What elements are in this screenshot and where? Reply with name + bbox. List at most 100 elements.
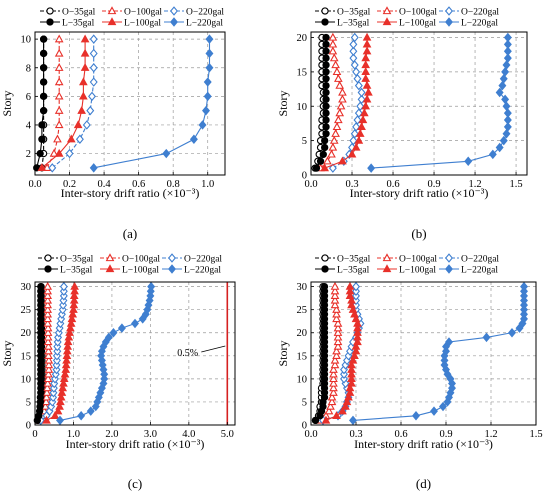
data-point — [69, 291, 79, 300]
data-point — [329, 364, 338, 373]
data-point — [353, 332, 362, 341]
data-point — [508, 328, 516, 338]
data-point — [321, 415, 331, 424]
data-point — [361, 101, 371, 110]
data-point — [488, 149, 497, 160]
legend-label: L−220gal — [184, 266, 221, 276]
annotation-label: 0.5% — [177, 348, 198, 359]
data-point — [502, 101, 511, 111]
data-point — [205, 63, 214, 73]
data-point — [352, 122, 361, 132]
data-point — [357, 87, 366, 98]
data-point — [344, 392, 353, 401]
data-point — [327, 392, 337, 401]
data-point — [503, 122, 512, 132]
data-point — [202, 105, 210, 116]
data-point — [332, 314, 341, 323]
data-point — [495, 87, 504, 98]
data-point — [329, 374, 338, 383]
data-point — [89, 63, 98, 73]
panel-label: (c) — [128, 476, 142, 491]
data-point — [328, 39, 338, 48]
data-point — [353, 328, 362, 336]
data-point — [328, 163, 337, 173]
data-point — [330, 360, 340, 369]
data-point — [347, 378, 356, 387]
data-point — [43, 286, 53, 295]
data-point — [336, 101, 346, 110]
data-point — [53, 134, 62, 143]
data-point — [503, 53, 512, 63]
legend-label: L−100gal — [399, 19, 436, 29]
data-point — [333, 318, 343, 327]
data-point — [70, 281, 79, 290]
data-point — [322, 116, 330, 124]
y-tick-label: 30 — [21, 282, 32, 293]
data-point — [322, 102, 330, 110]
data-point — [347, 369, 356, 378]
panel-label: (a) — [123, 226, 137, 241]
data-point — [345, 388, 355, 396]
series-line — [41, 39, 45, 168]
data-point — [37, 163, 47, 172]
data-point — [117, 323, 126, 333]
data-point — [322, 130, 330, 138]
data-point — [328, 46, 338, 55]
data-point — [37, 282, 45, 291]
data-point — [503, 39, 512, 50]
data-point — [44, 346, 53, 355]
data-point — [89, 163, 98, 173]
legend-label: O−35gal — [337, 8, 371, 18]
data-point — [351, 314, 361, 323]
x-tick-label: 3.0 — [144, 429, 157, 440]
data-point — [69, 295, 79, 304]
data-point — [68, 309, 78, 318]
x-tick-label: 1.0 — [67, 429, 80, 440]
data-point — [70, 286, 79, 295]
legend-marker — [445, 6, 453, 16]
data-point — [42, 392, 51, 401]
data-point — [332, 304, 341, 313]
legend-label: O−220gal — [461, 255, 499, 265]
x-axis-label: Inter-story drift ratio (×10⁻³) — [61, 186, 200, 200]
legend-marker — [170, 17, 178, 27]
data-point — [328, 32, 338, 41]
data-point — [330, 281, 340, 290]
data-point — [43, 295, 53, 304]
x-tick-label: 0.6 — [394, 429, 407, 440]
data-point — [338, 406, 347, 415]
legend-label: L−35gal — [62, 19, 95, 29]
data-point — [205, 34, 214, 44]
data-point — [322, 75, 330, 83]
data-point — [43, 332, 53, 341]
data-point — [43, 378, 53, 387]
data-point — [327, 397, 337, 406]
data-point — [41, 401, 50, 410]
data-point — [330, 286, 340, 295]
y-tick-label: 2 — [26, 149, 31, 160]
x-tick-label: 0.6 — [386, 179, 399, 190]
data-point — [334, 74, 343, 82]
data-point — [79, 77, 88, 86]
panel-label: (d) — [416, 476, 431, 491]
legend-label: L−220gal — [186, 19, 223, 29]
data-point — [350, 129, 359, 139]
legend-marker — [382, 253, 392, 262]
data-point — [65, 328, 74, 336]
data-point — [42, 388, 52, 396]
data-point — [53, 406, 63, 415]
data-point — [69, 300, 79, 309]
y-tick-label: 5 — [302, 136, 307, 147]
x-tick-label: 0.9 — [439, 429, 452, 440]
data-point — [321, 136, 329, 145]
legend-marker — [170, 6, 178, 16]
data-point — [54, 91, 64, 100]
data-point — [332, 67, 342, 76]
data-point — [330, 291, 340, 300]
data-point — [66, 323, 75, 332]
legend-label: O−220gal — [186, 8, 224, 18]
data-point — [39, 107, 48, 115]
data-point — [189, 134, 198, 144]
data-point — [41, 397, 51, 406]
data-point — [322, 123, 330, 131]
